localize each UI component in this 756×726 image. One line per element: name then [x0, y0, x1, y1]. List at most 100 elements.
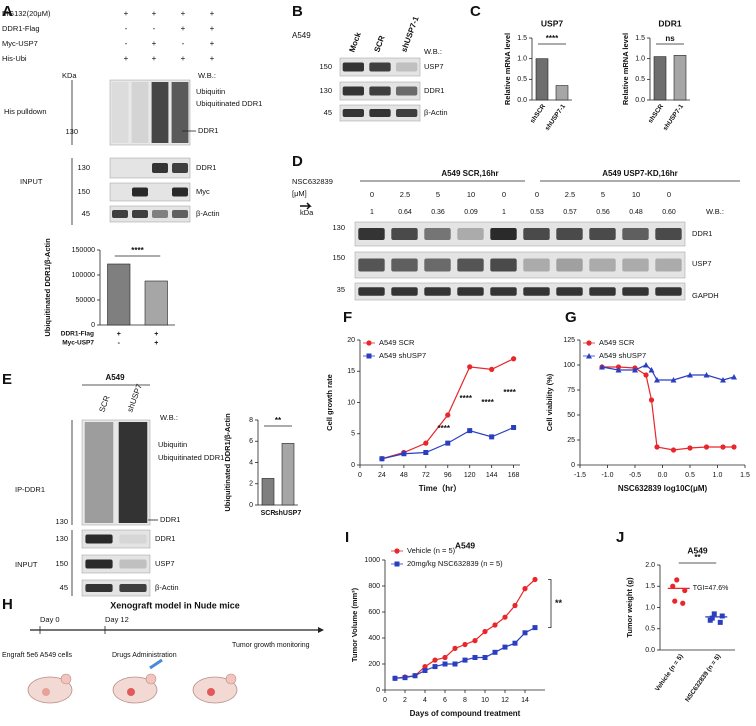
marker: [648, 367, 655, 373]
x-tick-label: 0: [358, 472, 362, 479]
blot-band: [396, 86, 418, 96]
blot-band: [589, 258, 616, 272]
y-tick-label: 0.0: [635, 97, 645, 104]
blot-band: [342, 62, 364, 72]
x-tick-label: 14: [521, 697, 529, 704]
label: 130: [55, 534, 68, 543]
marker: [643, 372, 649, 378]
y-tick-label: 0.5: [517, 76, 527, 83]
condition-sign: -: [125, 24, 128, 33]
ratio: 0.09: [464, 209, 478, 216]
blot-band: [119, 534, 147, 544]
blot-band: [85, 559, 113, 569]
y-tick-label: 200: [368, 661, 380, 668]
marker: [670, 583, 676, 589]
blot-band: [622, 258, 649, 272]
annotation: ****: [459, 394, 472, 403]
legend-marker: [394, 548, 400, 554]
blot-band: [85, 584, 113, 592]
blot-band: [490, 258, 517, 272]
marker: [717, 619, 723, 625]
legend-label: A549 shUSP7: [379, 351, 426, 360]
marker: [670, 377, 677, 383]
label: DDR1: [155, 534, 175, 543]
x-tick-label: shSCR: [529, 103, 547, 125]
blot-band: [655, 258, 682, 272]
y-tick-label: 150000: [72, 247, 95, 254]
condition-sign: +: [154, 340, 158, 347]
y-tick-label: 1.0: [645, 604, 655, 611]
marker: [682, 587, 688, 594]
y-tick-label: 0: [249, 502, 253, 509]
condition-sign: +: [124, 9, 129, 18]
mouse-ear: [145, 673, 157, 685]
label: A549 SCR,16hr: [441, 169, 498, 178]
condition-sign: +: [210, 9, 215, 18]
blot-band: [152, 163, 168, 173]
x-tick-label: 12: [501, 697, 509, 704]
marker: [687, 372, 693, 378]
x-tick-label: 96: [444, 472, 452, 479]
x-tick-label: 10: [481, 697, 489, 704]
label: INPUT: [15, 560, 38, 569]
condition-sign: +: [210, 39, 215, 48]
marker: [462, 657, 468, 663]
blot-band: [369, 86, 391, 96]
series-line: [394, 579, 536, 679]
y-tick-label: 6: [249, 438, 253, 445]
blot-band: [132, 210, 148, 218]
legend-label: A549 shUSP7: [599, 351, 646, 360]
dose: 0: [370, 190, 374, 199]
y-tick-label: 2: [249, 481, 253, 488]
label: shUSP7: [125, 382, 144, 413]
blot-band: [152, 210, 168, 218]
x-axis-label: NSC632839 log10C(μM): [618, 484, 708, 493]
label: Ubiquitinated DDR1: [196, 99, 262, 108]
y-tick-label: 4: [249, 459, 253, 466]
blot-background: [109, 182, 191, 202]
label: Engraft 5e6 A549 cells: [2, 652, 73, 659]
marker: [632, 367, 638, 373]
dose: 10: [632, 190, 640, 199]
blot-band: [490, 228, 517, 240]
y-tick-label: 1.5: [635, 35, 645, 42]
condition-sign: +: [152, 9, 157, 18]
mouse: [192, 676, 238, 704]
annotation: ****: [438, 424, 451, 433]
blot-band: [132, 187, 148, 197]
marker: [599, 364, 605, 370]
blot-band: [457, 258, 484, 272]
blot-band: [396, 62, 418, 72]
marker: [401, 451, 407, 457]
label: NSC632839: [292, 177, 333, 186]
legend-marker: [366, 353, 372, 359]
label: Ubiquitin: [196, 87, 225, 96]
y-tick-label: 0.0: [517, 97, 527, 104]
x-tick-label: shSCR: [647, 103, 665, 125]
y-tick-label: 0: [571, 462, 575, 469]
condition-sign: +: [181, 24, 186, 33]
condition-sign: -: [125, 39, 128, 48]
ratio: 0.56: [596, 209, 610, 216]
label: 150: [55, 559, 68, 568]
condition-sign: -: [153, 24, 156, 33]
marker: [462, 641, 468, 648]
blot-band: [391, 228, 418, 240]
label: IP-DDR1: [15, 485, 45, 494]
condition-name: His-Ubi: [2, 54, 27, 63]
panel-label: D: [292, 153, 303, 170]
panel-label: C: [470, 3, 481, 20]
label: USP7: [692, 259, 712, 268]
label: Mock: [347, 31, 363, 54]
label: W.B.:: [160, 413, 178, 422]
label: DDR1: [198, 126, 218, 135]
condition-name: Myc-USP7: [2, 39, 38, 48]
label: SCR: [372, 34, 386, 53]
x-tick-label: 72: [422, 472, 430, 479]
label: W.B.:: [424, 47, 442, 56]
x-tick-label: 48: [400, 472, 408, 479]
legend-marker: [366, 340, 372, 346]
marker: [492, 649, 498, 655]
ubiquitin-smear: [151, 82, 169, 143]
blot-band: [490, 287, 517, 296]
